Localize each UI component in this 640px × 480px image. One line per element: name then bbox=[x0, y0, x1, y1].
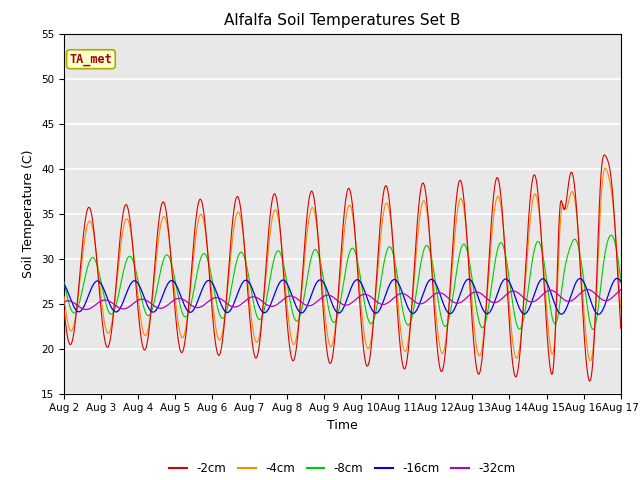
X-axis label: Time: Time bbox=[327, 419, 358, 432]
Y-axis label: Soil Temperature (C): Soil Temperature (C) bbox=[22, 149, 35, 278]
Title: Alfalfa Soil Temperatures Set B: Alfalfa Soil Temperatures Set B bbox=[224, 13, 461, 28]
Text: TA_met: TA_met bbox=[70, 53, 112, 66]
Legend: -2cm, -4cm, -8cm, -16cm, -32cm: -2cm, -4cm, -8cm, -16cm, -32cm bbox=[164, 457, 520, 480]
